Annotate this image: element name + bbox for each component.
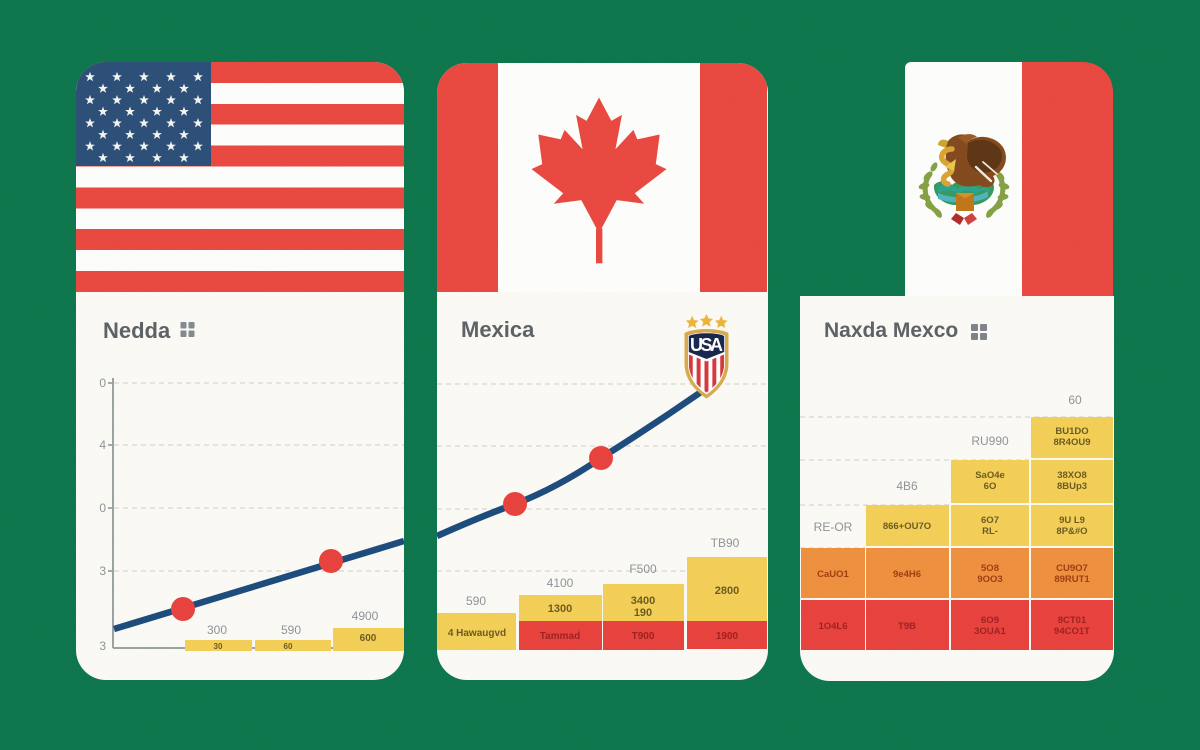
svg-text:9OO3: 9OO3 — [977, 574, 1002, 585]
svg-text:1O4L6: 1O4L6 — [818, 621, 847, 632]
svg-text:T9B: T9B — [898, 621, 916, 632]
svg-text:USA: USA — [690, 335, 723, 355]
svg-text:60: 60 — [284, 642, 293, 651]
svg-text:38XO8: 38XO8 — [1057, 470, 1087, 481]
svg-text:RU990: RU990 — [971, 434, 1009, 448]
svg-text:8BUp3: 8BUp3 — [1057, 481, 1087, 492]
svg-text:4: 4 — [99, 438, 106, 452]
svg-text:190: 190 — [634, 607, 652, 619]
svg-text:30: 30 — [214, 642, 223, 651]
svg-text:CaUO1: CaUO1 — [817, 569, 849, 580]
svg-text:8P&#O: 8P&#O — [1056, 526, 1087, 537]
svg-text:94CO1T: 94CO1T — [1054, 626, 1090, 637]
svg-text:6O: 6O — [984, 481, 997, 492]
svg-text:4B6: 4B6 — [896, 479, 918, 493]
svg-text:SaO4e: SaO4e — [975, 470, 1005, 481]
svg-text:300: 300 — [207, 623, 227, 637]
svg-text:9e4H6: 9e4H6 — [893, 569, 921, 580]
svg-text:9U L9: 9U L9 — [1059, 515, 1085, 526]
svg-text:1300: 1300 — [548, 603, 572, 615]
svg-text:F500: F500 — [629, 562, 657, 576]
svg-text:0: 0 — [99, 376, 106, 390]
svg-text:0: 0 — [99, 501, 106, 515]
svg-text:600: 600 — [360, 633, 377, 644]
svg-text:866+OU7O: 866+OU7O — [883, 521, 931, 532]
svg-text:4100: 4100 — [547, 576, 574, 590]
svg-text:60: 60 — [1068, 393, 1082, 407]
svg-text:RE-OR: RE-OR — [814, 520, 853, 534]
svg-text:2800: 2800 — [715, 585, 739, 597]
svg-text:590: 590 — [466, 594, 486, 608]
svg-text:6O7: 6O7 — [981, 515, 999, 526]
svg-text:6O9: 6O9 — [981, 615, 999, 626]
svg-text:4 Hawaugvd: 4 Hawaugvd — [448, 628, 506, 639]
svg-text:3: 3 — [99, 639, 106, 653]
svg-text:8R4OU9: 8R4OU9 — [1054, 437, 1091, 448]
svg-text:Tammad: Tammad — [540, 631, 580, 642]
svg-text:5O8: 5O8 — [981, 563, 999, 574]
svg-text:4900: 4900 — [352, 609, 379, 623]
svg-text:T900: T900 — [632, 631, 655, 642]
svg-text:CU9O7: CU9O7 — [1056, 563, 1088, 574]
svg-text:8CT01: 8CT01 — [1058, 615, 1087, 626]
svg-text:3: 3 — [99, 564, 106, 578]
svg-text:1900: 1900 — [716, 631, 739, 642]
svg-text:89RUT1: 89RUT1 — [1054, 574, 1090, 585]
svg-text:3OUA1: 3OUA1 — [974, 626, 1006, 637]
svg-text:3400: 3400 — [631, 595, 655, 607]
svg-text:BU1DO: BU1DO — [1055, 426, 1088, 437]
svg-text:TB90: TB90 — [711, 536, 740, 550]
svg-text:RL-: RL- — [982, 526, 998, 537]
svg-text:590: 590 — [281, 623, 301, 637]
